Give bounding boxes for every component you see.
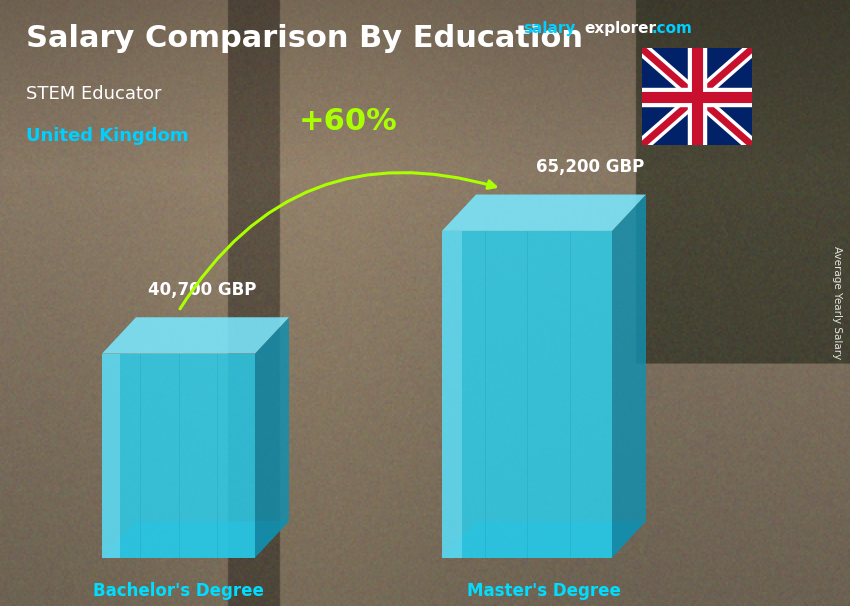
Text: STEM Educator: STEM Educator [26,85,161,103]
Polygon shape [442,195,646,231]
Polygon shape [612,195,646,558]
Text: 40,700 GBP: 40,700 GBP [148,281,256,299]
Text: United Kingdom: United Kingdom [26,127,188,145]
Text: Salary Comparison By Education: Salary Comparison By Education [26,24,582,53]
Polygon shape [442,231,462,558]
Text: +60%: +60% [299,107,398,136]
Polygon shape [102,318,289,354]
Text: .com: .com [651,21,692,36]
Text: Average Yearly Salary: Average Yearly Salary [832,247,842,359]
Text: Master's Degree: Master's Degree [467,582,621,600]
Polygon shape [102,354,255,558]
Text: salary: salary [523,21,575,36]
Text: explorer: explorer [584,21,656,36]
Polygon shape [442,521,646,558]
Text: Bachelor's Degree: Bachelor's Degree [93,582,264,600]
Polygon shape [255,318,289,558]
Polygon shape [102,354,121,558]
Polygon shape [442,231,612,558]
Text: 65,200 GBP: 65,200 GBP [536,158,643,176]
Polygon shape [102,521,289,558]
